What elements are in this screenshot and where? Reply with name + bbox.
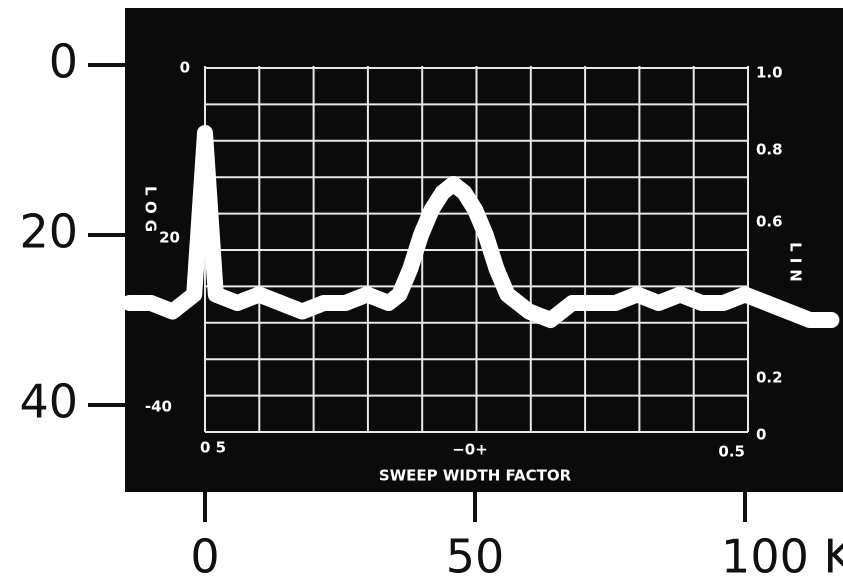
screen-axis-label: 0 5 [200,439,226,457]
x-tick-label: 50 [446,530,505,584]
x-tick-label: 0 [190,530,219,584]
log-label: LOG [142,186,160,238]
screen-axis-label: −0+ [452,441,488,459]
log-scale-label: 20 [159,229,180,247]
x-tick-label: 100 Kc [721,530,843,584]
lin-scale-label: 1.0 [756,64,783,82]
y-tick-label: 40 [19,375,78,429]
lin-scale-label: 0.6 [756,213,783,231]
lin-scale-label: 0.2 [756,369,783,387]
lin-scale-label: 0.8 [756,141,783,159]
screen-axis-label: 0.5 [718,443,745,461]
caption: SWEEP WIDTH FACTOR [379,467,572,485]
lin-label: LIN [787,242,805,288]
log-scale-label: -40 [145,398,172,416]
trace [121,125,840,328]
log-scale-label: 0 [180,59,190,77]
lin-scale-label: 0 [756,426,766,444]
y-tick-label: 20 [19,205,78,259]
y-tick-label: 0 [49,35,78,89]
